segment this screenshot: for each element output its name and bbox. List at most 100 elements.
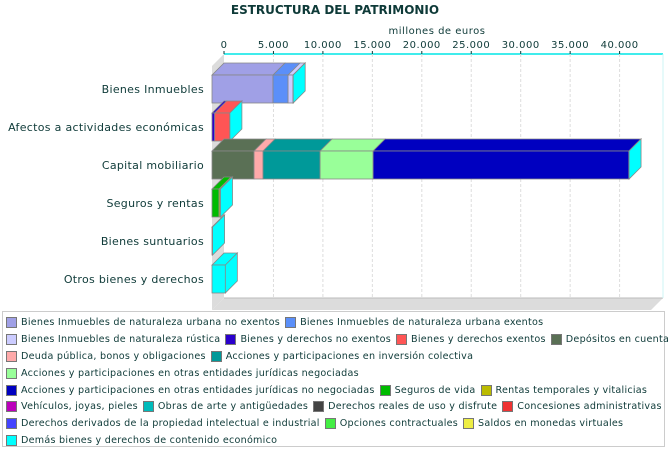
legend-swatch [463, 418, 475, 430]
category-label: Capital mobiliario [102, 159, 204, 172]
legend-swatch [6, 384, 17, 396]
legend-swatch [6, 333, 17, 345]
category-label: Bienes Inmuebles [102, 83, 204, 96]
legend-item: Acciones y participaciones en inversión … [210, 350, 474, 362]
bar-segment [211, 264, 226, 294]
x-tick-label: 35.000 [551, 40, 589, 51]
bar-segment-top [211, 62, 286, 76]
legend-swatch [6, 435, 17, 447]
legend-label: Acciones y participaciones en inversión … [225, 350, 474, 362]
bar-segment [214, 112, 231, 142]
legend-label: Deuda pública, bonos y obligaciones [21, 350, 206, 362]
legend: Bienes Inmuebles de naturaleza urbana no… [2, 311, 669, 449]
legend-label: Saldos en monedas virtuales [478, 418, 624, 430]
bar-side [628, 138, 642, 180]
legend-swatch [395, 333, 407, 345]
legend-label: Bienes Inmuebles de naturaleza urbana ex… [300, 316, 544, 328]
bar-segment [211, 112, 216, 142]
legend-swatch [480, 384, 492, 396]
legend-label: Seguros de vida [394, 384, 476, 396]
bar-segment [287, 74, 294, 104]
bar-segment [319, 150, 374, 180]
legend-item: Seguros de vida [379, 384, 476, 396]
category-label: Bienes suntuarios [101, 235, 204, 248]
x-tick-label: 15.000 [353, 40, 391, 51]
bar-side [229, 100, 243, 142]
bar-segment [211, 188, 220, 218]
legend-swatch [142, 401, 154, 413]
legend-item: Obras de arte y antigüedades [142, 401, 309, 413]
legend-label: Concesiones administrativas [517, 401, 662, 413]
legend-label: Acciones y participaciones en otras enti… [21, 367, 359, 379]
x-tick-label: 20.000 [403, 40, 441, 51]
x-tick-label: 0 [221, 40, 228, 51]
legend-item: Bienes y derechos exentos [395, 333, 546, 345]
legend-swatch [502, 401, 514, 413]
bar-segment [262, 150, 321, 180]
legend-swatch [6, 418, 17, 430]
bar-chart: ESTRUCTURA DEL PATRIMONIO millones de eu… [8, 3, 664, 310]
legend-item: Bienes Inmuebles de naturaleza rústica [6, 333, 221, 345]
legend-label: Demás bienes y derechos de contenido eco… [21, 435, 278, 447]
floor [212, 298, 663, 310]
legend-label: Obras de arte y antigüedades [157, 401, 309, 413]
legend-item: Concesiones administrativas [502, 401, 662, 413]
legend-item: Rentas temporales y vitalicias [480, 384, 648, 396]
bar-side [220, 176, 233, 218]
legend-swatch [550, 333, 562, 345]
category-label: Seguros y rentas [106, 197, 204, 210]
bar-side [212, 214, 225, 256]
legend-item: Demás bienes y derechos de contenido eco… [6, 435, 278, 447]
bar-side [292, 62, 306, 104]
legend-label: Acciones y participaciones en otras enti… [21, 384, 375, 396]
legend-item: Bienes y derechos no exentos [225, 333, 391, 345]
legend-swatch [313, 401, 325, 413]
legend-row: Bienes Inmuebles de naturaleza urbana no… [6, 314, 664, 331]
x-tick-label: 5.000 [258, 40, 289, 51]
legend-item: Acciones y participaciones en otras enti… [6, 384, 375, 396]
legend-swatch [210, 350, 222, 362]
chart-title: ESTRUCTURA DEL PATRIMONIO [231, 3, 439, 17]
legend-item: Deuda pública, bonos y obligaciones [6, 350, 206, 362]
bar-segment [272, 74, 289, 104]
legend-item: Acciones y participaciones en otras enti… [6, 367, 359, 379]
x-axis-label: millones de euros [389, 26, 486, 37]
legend-label: Bienes y derechos no exentos [240, 333, 391, 345]
legend-label: Depósitos en cuenta [565, 333, 670, 345]
bar-segment [211, 74, 274, 104]
legend-swatch [225, 333, 237, 345]
legend-row: Derechos derivados de la propiedad intel… [6, 415, 664, 432]
legend-item: Derechos derivados de la propiedad intel… [6, 418, 320, 430]
bar-segment [253, 150, 264, 180]
legend-item: Derechos reales de uso y disfrute [313, 401, 498, 413]
legend-label: Bienes Inmuebles de naturaleza urbana no… [21, 316, 281, 328]
legend-swatch [6, 367, 17, 379]
legend-swatch [6, 350, 17, 362]
legend-item: Depósitos en cuenta [550, 333, 670, 345]
legend-row: Demás bienes y derechos de contenido eco… [6, 432, 664, 449]
legend-label: Bienes Inmuebles de naturaleza rústica [21, 333, 221, 345]
legend-label: Derechos derivados de la propiedad intel… [21, 418, 320, 430]
legend-label: Bienes y derechos exentos [410, 333, 546, 345]
legend-label: Vehículos, joyas, pieles [21, 401, 138, 413]
legend-swatch [324, 418, 336, 430]
bar-segment [211, 150, 255, 180]
legend-swatch [6, 401, 17, 413]
category-label: Otros bienes y derechos [64, 273, 204, 286]
legend-item: Saldos en monedas virtuales [463, 418, 624, 430]
legend-swatch [6, 316, 17, 328]
legend-label: Opciones contractuales [339, 418, 459, 430]
legend-label: Rentas temporales y vitalicias [495, 384, 648, 396]
x-tick-label: 30.000 [502, 40, 540, 51]
category-label: Afectos a actividades económicas [8, 121, 204, 134]
legend-label: Derechos reales de uso y disfrute [328, 401, 498, 413]
legend-item: Opciones contractuales [324, 418, 459, 430]
legend-row: Bienes Inmuebles de naturaleza rústica Bi… [6, 331, 669, 348]
legend-row: Vehículos, joyas, pieles Obras de arte y … [6, 398, 664, 415]
legend-item: Bienes Inmuebles de naturaleza urbana ex… [285, 316, 544, 328]
bar-side [224, 252, 238, 294]
legend-row: Deuda pública, bonos y obligaciones Accio… [6, 348, 664, 365]
legend-swatch [285, 316, 297, 328]
legend-item: Vehículos, joyas, pieles [6, 401, 138, 413]
